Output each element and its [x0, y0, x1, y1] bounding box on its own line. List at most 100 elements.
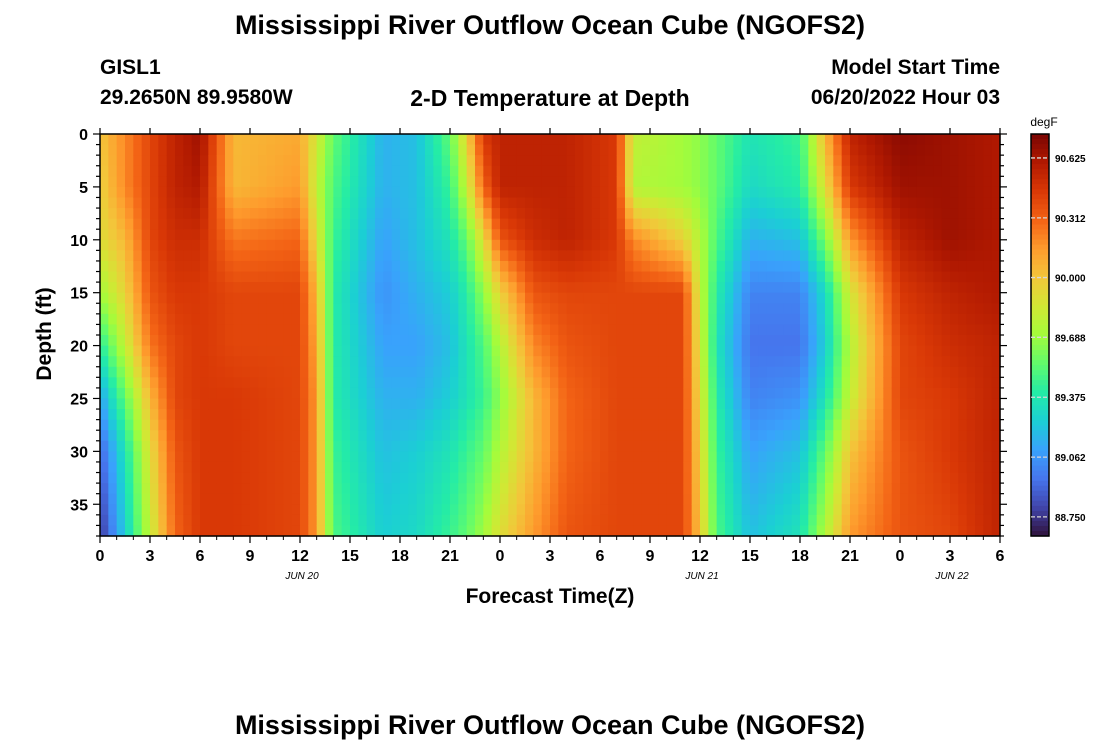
- heatmap-cell: [558, 493, 568, 505]
- heatmap-cell: [241, 493, 251, 505]
- heatmap-cell: [625, 197, 634, 209]
- heatmap-cell: [833, 525, 843, 537]
- heatmap-cell: [600, 430, 609, 442]
- heatmap-cell: [308, 398, 318, 410]
- heatmap-cell: [433, 271, 443, 283]
- heatmap-cell: [191, 514, 201, 527]
- heatmap-cell: [608, 144, 618, 156]
- heatmap-cell: [175, 461, 184, 474]
- heatmap-cell: [166, 229, 176, 241]
- heatmap-cell: [383, 483, 393, 495]
- heatmap-cell: [316, 303, 326, 315]
- x-tick-label: 6: [596, 548, 605, 565]
- heatmap-cell: [491, 366, 501, 378]
- heatmap-cell: [166, 260, 176, 273]
- heatmap-cell: [658, 292, 668, 304]
- heatmap-cell: [858, 292, 868, 304]
- heatmap-cell: [766, 260, 776, 273]
- heatmap-cell: [350, 514, 359, 527]
- heatmap-cell: [700, 155, 709, 167]
- heatmap-cell: [950, 176, 959, 188]
- heatmap-cell: [775, 409, 784, 421]
- heatmap-cell: [533, 451, 543, 463]
- heatmap-cell: [916, 229, 926, 241]
- heatmap-cell: [608, 229, 618, 241]
- colorbar-segment: [1031, 495, 1049, 502]
- heatmap-cell: [283, 461, 293, 474]
- heatmap-cell: [383, 165, 393, 177]
- heatmap-cell: [991, 356, 1001, 368]
- heatmap-cell: [525, 292, 534, 304]
- heatmap-cell: [408, 472, 418, 484]
- heatmap-cell: [775, 419, 784, 431]
- heatmap-cell: [250, 472, 259, 484]
- heatmap-cell: [191, 345, 201, 357]
- heatmap-cell: [841, 409, 851, 421]
- heatmap-cell: [175, 335, 184, 347]
- heatmap-cell: [700, 356, 709, 368]
- heatmap-cell: [741, 525, 751, 537]
- heatmap-cell: [533, 186, 543, 199]
- colorbar-segment: [1031, 189, 1049, 195]
- heatmap-cell: [358, 324, 368, 336]
- heatmap-cell: [558, 176, 568, 188]
- heatmap-cell: [300, 282, 309, 294]
- heatmap-cell: [125, 186, 134, 199]
- heatmap-cell: [841, 430, 851, 442]
- heatmap-cell: [516, 409, 526, 421]
- heatmap-cell: [991, 208, 1001, 220]
- heatmap-cell: [641, 345, 651, 357]
- heatmap-cell: [558, 239, 568, 251]
- heatmap-cell: [866, 493, 876, 505]
- heatmap-cell: [716, 282, 726, 294]
- heatmap-cell: [341, 356, 351, 368]
- heatmap-cell: [641, 335, 651, 347]
- heatmap-cell: [808, 335, 818, 347]
- heatmap-cell: [141, 451, 151, 463]
- heatmap-cell: [783, 345, 793, 357]
- heatmap-cell: [608, 208, 618, 220]
- heatmap-cell: [983, 504, 993, 516]
- colorbar-tick-label: 89.375: [1055, 393, 1086, 404]
- heatmap-cell: [333, 514, 343, 527]
- heatmap-cell: [116, 430, 126, 442]
- heatmap-cell: [658, 197, 668, 209]
- heatmap-cell: [716, 356, 726, 368]
- heatmap-cell: [525, 144, 534, 156]
- heatmap-cell: [125, 303, 134, 315]
- heatmap-cell: [108, 387, 118, 400]
- heatmap-cell: [800, 335, 809, 347]
- heatmap-cell: [308, 271, 318, 283]
- heatmap-cell: [858, 303, 868, 315]
- heatmap-cell: [533, 483, 543, 495]
- heatmap-cell: [975, 335, 984, 347]
- heatmap-cell: [175, 472, 184, 484]
- heatmap-cell: [241, 218, 251, 230]
- heatmap-cell: [683, 271, 693, 283]
- heatmap-cell: [116, 493, 126, 505]
- heatmap-cell: [666, 504, 676, 516]
- heatmap-cell: [933, 451, 943, 463]
- heatmap-cell: [575, 197, 584, 209]
- heatmap-cell: [675, 514, 684, 527]
- colorbar-segment: [1031, 360, 1049, 366]
- heatmap-cell: [533, 250, 543, 262]
- heatmap-cell: [500, 292, 509, 304]
- heatmap-cell: [825, 292, 834, 304]
- heatmap-cell: [883, 356, 893, 368]
- heatmap-cell: [575, 165, 584, 177]
- heatmap-cell: [891, 324, 901, 336]
- heatmap-cell: [691, 366, 701, 378]
- heatmap-cell: [150, 504, 159, 516]
- heatmap-cell: [291, 176, 301, 188]
- heatmap-cell: [308, 260, 318, 273]
- heatmap-cell: [600, 324, 609, 336]
- heatmap-cell: [291, 144, 301, 156]
- heatmap-cell: [500, 208, 509, 220]
- heatmap-cell: [583, 440, 593, 452]
- heatmap-cell: [733, 356, 743, 368]
- heatmap-cell: [183, 440, 193, 452]
- heatmap-cell: [433, 165, 443, 177]
- heatmap-cell: [858, 335, 868, 347]
- heatmap-cell: [958, 303, 968, 315]
